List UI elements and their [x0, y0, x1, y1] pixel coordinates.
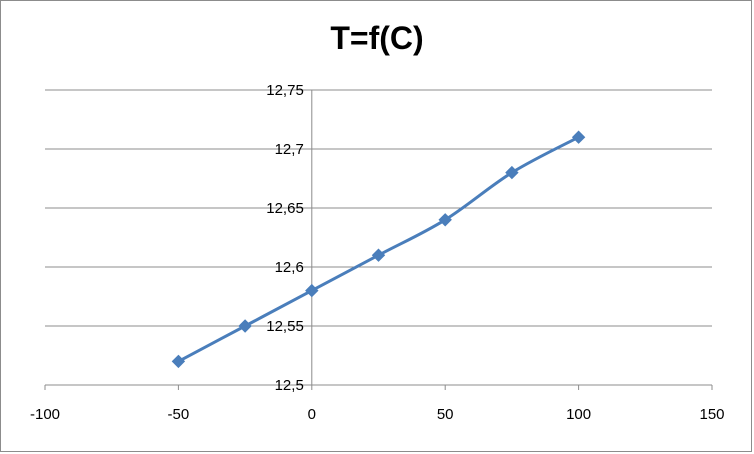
x-tick-label: -100: [30, 406, 60, 423]
data-point: [238, 319, 252, 333]
x-tick-label: 50: [437, 406, 454, 423]
y-tick-label: 12,65: [266, 200, 304, 217]
x-tick-label: 150: [699, 406, 724, 423]
x-tick-label: 100: [566, 406, 591, 423]
data-point: [371, 248, 386, 262]
data-point: [305, 283, 319, 298]
y-tick-label: 12,55: [266, 318, 304, 335]
data-point: [438, 213, 452, 227]
data-point: [171, 354, 186, 369]
data-point: [571, 130, 586, 144]
y-tick-label: 12,6: [275, 259, 304, 276]
y-tick-label: 12,75: [266, 82, 304, 99]
chart-title: T=f(C): [330, 20, 424, 56]
x-tick-label: 0: [308, 406, 316, 423]
x-tick-label: -50: [168, 406, 190, 423]
data-point: [505, 165, 519, 180]
y-tick-label: 12,7: [275, 141, 304, 158]
y-tick-label: 12,5: [275, 377, 304, 394]
